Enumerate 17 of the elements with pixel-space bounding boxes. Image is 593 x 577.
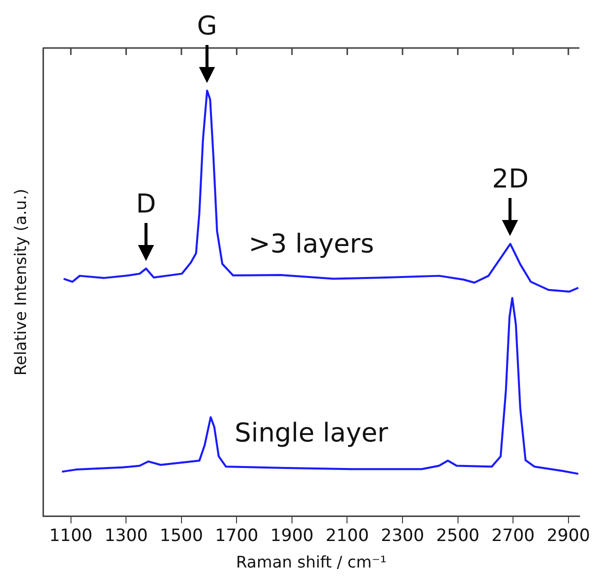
x-tick-label: 1700: [215, 526, 258, 546]
annotation: G: [197, 11, 218, 42]
x-tick-label: 1500: [160, 526, 204, 546]
x-tick-label: 2900: [546, 526, 590, 546]
x-tick-label: 1300: [104, 526, 148, 546]
y-axis-title: Relative Intensity (a.u.): [10, 188, 30, 376]
x-tick-label: 1100: [49, 526, 92, 546]
x-tick-label: 2500: [436, 526, 480, 546]
annotation: D: [136, 189, 156, 220]
x-tick-label: 2100: [326, 526, 369, 546]
series-label: >3 layers: [248, 230, 374, 260]
x-tick-label: 2300: [380, 526, 424, 546]
series-label: Single layer: [234, 418, 388, 449]
x-tick-label: 2700: [491, 526, 535, 546]
annotation: 2D: [492, 164, 529, 195]
x-axis-title: Raman shift / cm⁻¹: [236, 552, 387, 572]
x-tick-label: 1900: [270, 526, 314, 546]
